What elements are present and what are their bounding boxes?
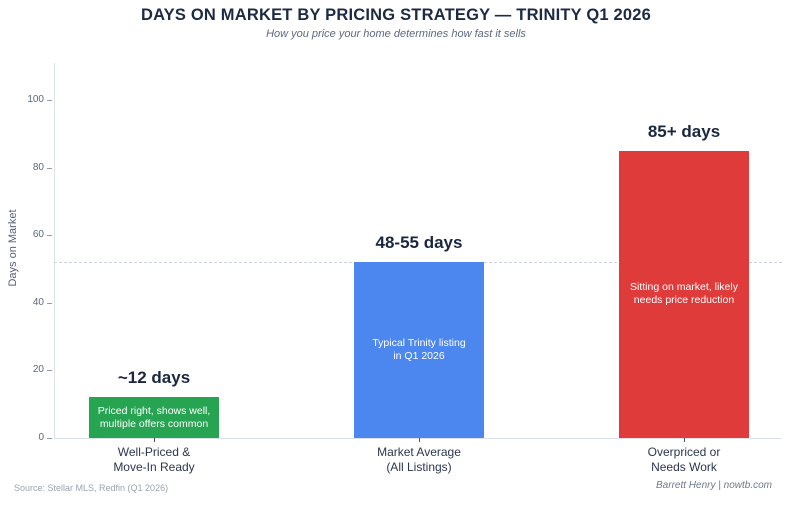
bar-annotation: Sitting on market, likely needs price red… [630, 281, 738, 307]
plot-area: Days on Market 0 20 40 60 80 100 Priced right,… [7, 63, 782, 474]
y-tick-mark [47, 302, 52, 304]
footer-source: Source: Stellar MLS, Redfin (Q1 2026) [14, 483, 169, 493]
chart-subtitle: How you price your home determines how f… [266, 28, 526, 40]
bar: Sitting on market, likely needs price red… [619, 150, 749, 438]
x-axis-line [54, 438, 782, 439]
y-tick-label: 100 [27, 94, 44, 106]
y-tick-label: 80 [32, 161, 44, 173]
y-tick-label: 0 [38, 432, 44, 443]
bar: Priced right, shows well, multiple offers… [89, 397, 219, 438]
x-category-label: Market Average (All Listings) [377, 445, 461, 474]
x-tick-mark [419, 438, 420, 442]
y-axis-label: Days on Market [7, 209, 19, 287]
y-tick-mark [47, 438, 52, 439]
bar-value-label: 48-55 days [375, 233, 463, 253]
chart-title: DAYS ON MARKET BY PRICING STRATEGY — TRI… [140, 6, 652, 24]
x-tick-mark [154, 438, 155, 442]
y-tick-label: 20 [32, 364, 44, 376]
y-tick-mark [47, 235, 52, 237]
bar-value-label: 85+ days [647, 121, 721, 141]
footer-credit: Barrett Henry | nowtb.com [656, 480, 772, 491]
bar-annotation: Priced right, shows well, multiple offers… [97, 404, 211, 430]
y-axis-spine [54, 63, 55, 438]
y-tick-mark [47, 100, 52, 102]
bar-annotation: Typical Trinity listing in Q1 2026 [372, 337, 466, 363]
x-category-label: Overpriced or Needs Work [647, 445, 721, 474]
bar-value-label: ~12 days [117, 368, 191, 388]
y-tick-mark [47, 167, 52, 169]
y-tick-label: 60 [32, 229, 44, 241]
bar: Typical Trinity listing in Q1 2026 [354, 262, 484, 438]
x-tick-mark [684, 438, 685, 442]
y-tick-label: 40 [32, 296, 44, 308]
x-category-label: Well-Priced & Move-In Ready [113, 445, 195, 474]
y-tick-mark [47, 370, 52, 372]
